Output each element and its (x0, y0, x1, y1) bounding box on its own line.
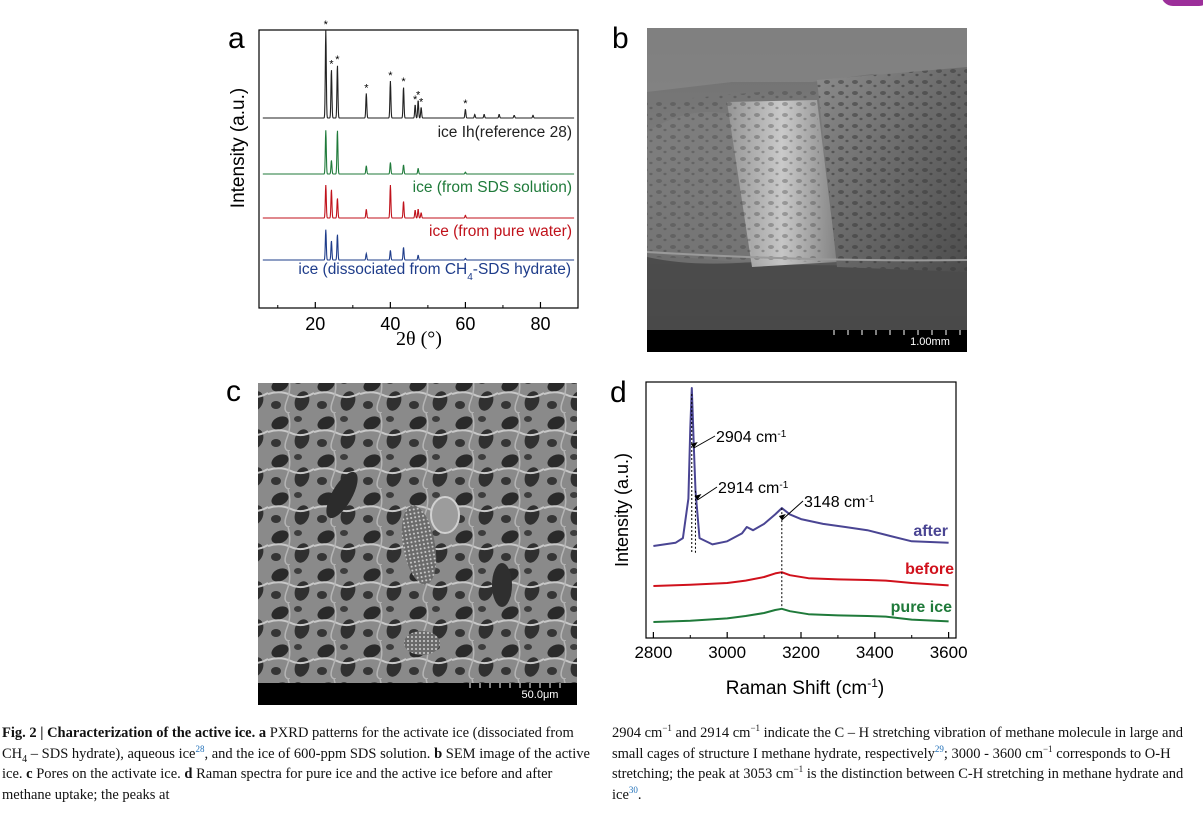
raman-chart: Intensity (a.u.) Raman Shift (cm-1) 2800… (612, 381, 968, 699)
caption-d-label: d (184, 766, 193, 782)
pxrd-peak-star: * (419, 96, 424, 108)
raman-peak-label: 3148 cm-1 (804, 494, 875, 512)
caption-ref-30[interactable]: 30 (628, 784, 638, 795)
panel-a: a Intensity (a.u.) 2θ (°) 20 40 60 80 ice I… (200, 19, 590, 360)
pxrd-legend-label: ice (from pure water) (429, 223, 572, 240)
raman-series-line (653, 387, 949, 547)
pxrd-peak-star: * (401, 76, 406, 88)
caption-r-t6: is the distinction between C-H stretchin… (612, 766, 1184, 803)
caption-b-label: b (434, 745, 443, 762)
pxrd-legend-label: ice (dissociated from CH4-SDS hydrate) (298, 261, 571, 283)
panel-d: d Intensity (a.u.) Raman Shift (cm-1) 28… (600, 376, 990, 706)
raman-x-tick-label: 3200 (782, 643, 820, 662)
raman-legend-label: before (905, 561, 954, 578)
panel-a-letter: a (228, 22, 245, 55)
pxrd-peak-star: * (388, 70, 393, 82)
pxrd-series-line (262, 130, 575, 175)
raman-peak-label: 2914 cm-1 (718, 480, 789, 498)
figure-caption-left: Fig. 2 | Characterization of the active … (2, 723, 592, 805)
panel-c: c (222, 375, 582, 710)
caption-b-text: SEM image of the active ice. (2, 745, 590, 783)
caption-a-text-2: – SDS hydrate), aqueous ice (27, 745, 196, 762)
pxrd-peak-star: * (335, 54, 340, 66)
pxrd-peak-star: * (364, 82, 369, 94)
raman-x-tick-label: 3400 (856, 643, 894, 662)
raman-legend-label: after (913, 523, 948, 540)
pxrd-series-line (262, 29, 575, 119)
raman-peak-arrow (693, 435, 716, 449)
caption-fig-label: Fig. 2 | Characterization of the active … (2, 725, 256, 741)
pxrd-x-tick-label: 60 (455, 314, 475, 334)
caption-r-t5: corresponds to O-H stretching; the peak … (612, 745, 1171, 783)
caption-a-label: a (258, 725, 267, 741)
raman-peak-arrow (697, 486, 718, 501)
sem-image-pores: 50.0μm (258, 383, 577, 705)
raman-y-axis-label: Intensity (a.u.) (612, 453, 632, 567)
pxrd-peak-star: * (413, 94, 418, 106)
caption-a-text-1: PXRD patterns for the activate ice (diss… (2, 725, 574, 762)
pxrd-x-tick-label: 80 (530, 314, 550, 334)
caption-r-t4: ; 3000 - 3600 cm (943, 745, 1043, 762)
caption-a-sub: 4 (22, 753, 28, 765)
caption-d-text: Raman spectra for pure ice and the activ… (2, 766, 553, 803)
caption-c-text: Pores on the activate ice. (36, 766, 181, 782)
pxrd-peak-star: * (463, 98, 468, 110)
sem-b-info-bar (647, 330, 967, 352)
caption-r-t3: indicate the C – H stretching vibration … (612, 725, 1183, 762)
caption-r-t1: 2904 cm (612, 725, 663, 741)
pxrd-x-axis-label: 2θ (°) (396, 328, 442, 350)
raman-series-line (653, 607, 949, 623)
caption-r-t4-sup: −1 (1042, 743, 1053, 754)
pxrd-peak-star: * (416, 89, 421, 101)
caption-ref-28[interactable]: 28 (195, 743, 205, 754)
raman-x-axis-label: Raman Shift (cm-1) (726, 676, 884, 699)
raman-peak-arrow (781, 500, 804, 521)
sem-c-scale-bar: 50.0μm (522, 689, 559, 701)
raman-peak-label: 2904 cm-1 (716, 429, 787, 447)
caption-a-text-3: , and the ice of 600-ppm SDS solution. (204, 745, 431, 762)
caption-c-label: c (26, 766, 33, 782)
raman-x-tick-label: 3000 (708, 643, 746, 662)
caption-ref-29[interactable]: 29 (934, 743, 944, 754)
pxrd-peak-star: * (324, 19, 329, 31)
pxrd-series-line (262, 229, 575, 261)
figure-caption-right: 2904 cm−1 and 2914 cm−1 indicate the C –… (612, 723, 1202, 805)
caption-r-t2-sup: −1 (750, 723, 761, 734)
panel-d-letter: d (610, 376, 627, 409)
caption-r-t2: and 2914 cm (671, 725, 751, 741)
pxrd-legend-label: ice Ih(reference 28) (438, 124, 572, 141)
sem-c-info-bar (258, 683, 577, 705)
pxrd-legend-label: ice (from SDS solution) (413, 179, 572, 196)
pxrd-plot-frame (258, 29, 579, 309)
pxrd-x-tick-label: 20 (305, 314, 325, 334)
pxrd-series-line (262, 184, 575, 219)
raman-legend-label: pure ice (891, 599, 952, 616)
raman-series-line (653, 571, 949, 587)
panel-c-letter: c (226, 375, 241, 408)
sem-b-scale-bar: 1.00mm (910, 336, 950, 348)
pxrd-x-tick-label: 40 (380, 314, 400, 334)
panel-b-letter: b (612, 22, 629, 55)
pxrd-y-axis-label: Intensity (a.u.) (228, 88, 249, 208)
caption-r-t5-sup: −1 (793, 764, 804, 775)
panel-b: b (612, 22, 972, 352)
pxrd-chart: Intensity (a.u.) 2θ (°) 20 40 60 80 ice Ih(… (228, 19, 579, 350)
sem-image-active-ice: 1.00mm (646, 28, 968, 352)
raman-x-tick-label: 2800 (634, 643, 672, 662)
pxrd-peak-star: * (329, 59, 334, 71)
caption-r-t7: . (637, 786, 642, 803)
raman-x-tick-label: 3600 (930, 643, 968, 662)
caption-r-t1-sup: −1 (662, 723, 672, 734)
page-corner-tab (1161, 0, 1203, 6)
